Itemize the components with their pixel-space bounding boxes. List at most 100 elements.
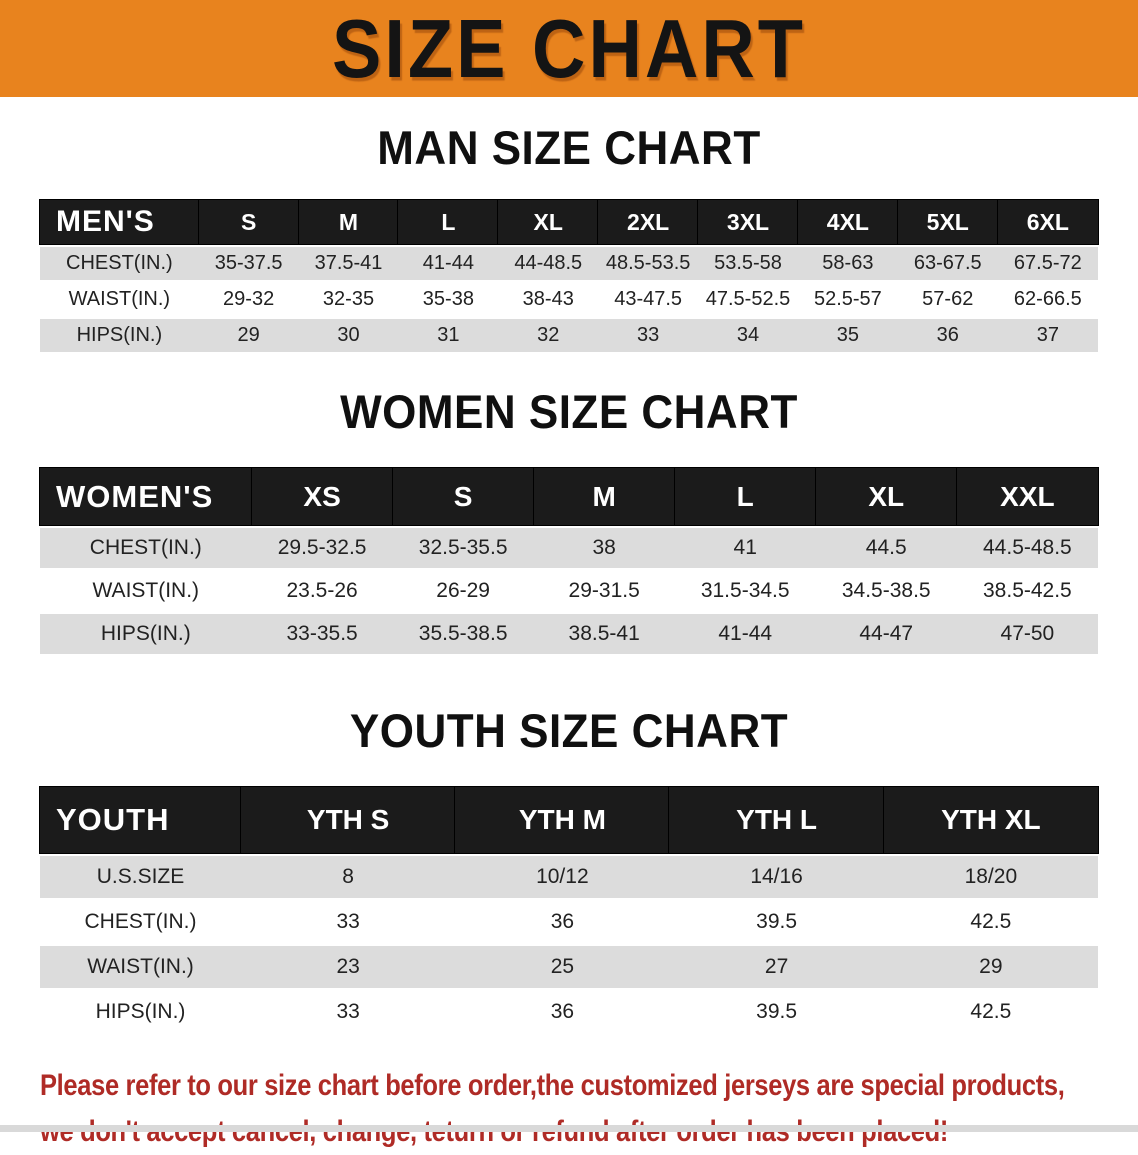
cell: 62-66.5 — [997, 283, 1098, 316]
cell: 23 — [241, 946, 456, 988]
column-header: XXL — [956, 468, 1098, 525]
cell: 38.5-41 — [533, 614, 675, 654]
cell: 63-67.5 — [897, 247, 998, 280]
cell: 8 — [241, 856, 456, 898]
cell: 33 — [241, 991, 456, 1033]
cell: 38 — [533, 528, 675, 568]
cell: 29 — [883, 946, 1098, 988]
cell: 10/12 — [455, 856, 670, 898]
youth-table-title: YOUTH — [40, 787, 242, 853]
row-label: HIPS(IN.) — [40, 991, 242, 1033]
cell: 43-47.5 — [598, 283, 699, 316]
cell: 31.5-34.5 — [674, 571, 816, 611]
disclaimer-line-1: Please refer to our size chart before or… — [40, 1069, 1065, 1102]
cell: 57-62 — [897, 283, 998, 316]
youth-section-heading: YOUTH SIZE CHART — [349, 705, 789, 758]
cell: 18/20 — [883, 856, 1098, 898]
cell: 36 — [455, 901, 670, 943]
cell: 32.5-35.5 — [392, 528, 534, 568]
column-header: YTH S — [241, 787, 456, 853]
column-header: XS — [251, 468, 393, 525]
youth-size-table: YOUTH YTH S YTH M YTH L YTH XL U.S.SIZE … — [40, 784, 1098, 1036]
cell: 34.5-38.5 — [815, 571, 957, 611]
women-section-heading: WOMEN SIZE CHART — [340, 386, 798, 439]
column-header: 4XL — [797, 200, 898, 244]
youth-size-table-wrap: YOUTH YTH S YTH M YTH L YTH XL U.S.SIZE … — [40, 784, 1098, 1036]
row-label: U.S.SIZE — [40, 856, 242, 898]
cell: 35-37.5 — [198, 247, 299, 280]
men-size-table-wrap: MEN'S S M L XL 2XL 3XL 4XL 5XL 6XL CHEST… — [40, 197, 1098, 355]
cell: 52.5-57 — [797, 283, 898, 316]
table-row: HIPS(IN.) 33-35.5 35.5-38.5 38.5-41 41-4… — [40, 614, 1098, 654]
table-row: WAIST(IN.) 23.5-26 26-29 29-31.5 31.5-34… — [40, 571, 1098, 611]
women-header-row: WOMEN'S XS S M L XL XXL — [40, 468, 1098, 525]
row-label: WAIST(IN.) — [40, 283, 199, 316]
cell: 58-63 — [797, 247, 898, 280]
cell: 32 — [498, 319, 599, 352]
table-row: WAIST(IN.) 23 25 27 29 — [40, 946, 1098, 988]
cell: 38.5-42.5 — [956, 571, 1098, 611]
table-row: WAIST(IN.) 29-32 32-35 35-38 38-43 43-47… — [40, 283, 1098, 316]
column-header: M — [533, 468, 675, 525]
column-header: L — [398, 200, 499, 244]
column-header: S — [198, 200, 299, 244]
column-header: 6XL — [997, 200, 1098, 244]
row-label: WAIST(IN.) — [40, 571, 252, 611]
cell: 27 — [669, 946, 884, 988]
row-label: HIPS(IN.) — [40, 319, 199, 352]
cell: 42.5 — [883, 991, 1098, 1033]
women-size-table-wrap: WOMEN'S XS S M L XL XXL CHEST(IN.) 29.5-… — [40, 465, 1098, 657]
cell: 25 — [455, 946, 670, 988]
cell: 36 — [897, 319, 998, 352]
table-row: HIPS(IN.) 29 30 31 32 33 34 35 36 37 — [40, 319, 1098, 352]
cell: 34 — [698, 319, 798, 352]
cell: 41 — [674, 528, 816, 568]
order-disclaimer: Please refer to our size chart before or… — [40, 1063, 1138, 1155]
table-row: HIPS(IN.) 33 36 39.5 42.5 — [40, 991, 1098, 1033]
women-table-title: WOMEN'S — [40, 468, 252, 525]
size-chart-banner: SIZE CHART — [0, 0, 1138, 97]
women-size-table: WOMEN'S XS S M L XL XXL CHEST(IN.) 29.5-… — [40, 465, 1098, 657]
cell: 41-44 — [674, 614, 816, 654]
cell: 29 — [198, 319, 299, 352]
cell: 29-32 — [198, 283, 299, 316]
table-row: CHEST(IN.) 35-37.5 37.5-41 41-44 44-48.5… — [40, 247, 1098, 280]
cell: 44.5 — [815, 528, 957, 568]
cell: 26-29 — [392, 571, 534, 611]
men-table-title: MEN'S — [40, 200, 199, 244]
cell: 39.5 — [669, 901, 884, 943]
column-header: 5XL — [897, 200, 998, 244]
column-header: 2XL — [598, 200, 699, 244]
cell: 33 — [598, 319, 699, 352]
cell: 44-48.5 — [498, 247, 599, 280]
cell: 39.5 — [669, 991, 884, 1033]
cell: 29.5-32.5 — [251, 528, 393, 568]
table-row: U.S.SIZE 8 10/12 14/16 18/20 — [40, 856, 1098, 898]
cell: 14/16 — [669, 856, 884, 898]
column-header: XL — [498, 200, 599, 244]
cell: 41-44 — [398, 247, 499, 280]
column-header: L — [674, 468, 816, 525]
bottom-edge-strip — [0, 1125, 1138, 1132]
row-label: HIPS(IN.) — [40, 614, 252, 654]
cell: 37.5-41 — [298, 247, 399, 280]
cell: 35-38 — [398, 283, 499, 316]
cell: 36 — [455, 991, 670, 1033]
row-label: CHEST(IN.) — [40, 901, 242, 943]
cell: 53.5-58 — [698, 247, 798, 280]
cell: 44.5-48.5 — [956, 528, 1098, 568]
cell: 35 — [797, 319, 898, 352]
cell: 44-47 — [815, 614, 957, 654]
youth-header-row: YOUTH YTH S YTH M YTH L YTH XL — [40, 787, 1098, 853]
column-header: YTH XL — [883, 787, 1098, 853]
cell: 48.5-53.5 — [598, 247, 699, 280]
men-header-row: MEN'S S M L XL 2XL 3XL 4XL 5XL 6XL — [40, 200, 1098, 244]
cell: 47-50 — [956, 614, 1098, 654]
row-label: CHEST(IN.) — [40, 247, 199, 280]
men-size-table: MEN'S S M L XL 2XL 3XL 4XL 5XL 6XL CHEST… — [40, 197, 1098, 355]
cell: 30 — [298, 319, 399, 352]
column-header: YTH M — [455, 787, 670, 853]
row-label: WAIST(IN.) — [40, 946, 242, 988]
cell: 35.5-38.5 — [392, 614, 534, 654]
cell: 47.5-52.5 — [698, 283, 798, 316]
